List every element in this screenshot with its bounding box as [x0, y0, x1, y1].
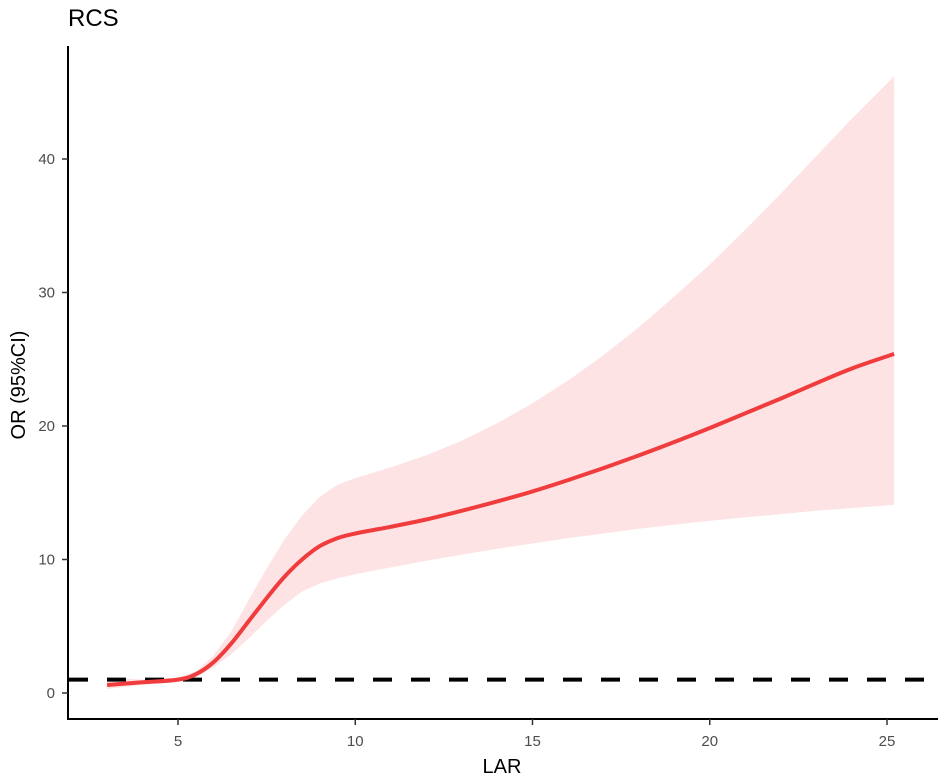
or-curve	[106, 352, 895, 687]
x-tick-label: 20	[701, 733, 718, 750]
y-axis-ticks: 0 10 20 30 40	[38, 151, 68, 702]
y-axis-title: OR (95%CI)	[8, 331, 30, 440]
y-tick-label: 0	[47, 685, 55, 702]
confidence-band	[107, 76, 895, 689]
ci-band-area	[107, 76, 895, 689]
x-tick-label: 5	[174, 733, 182, 750]
x-axis-title: LAR	[483, 756, 522, 778]
x-tick-label: 10	[347, 733, 364, 750]
x-tick-label: 15	[524, 733, 541, 750]
y-tick-label: 10	[38, 552, 55, 569]
or-curve-path	[106, 352, 895, 687]
y-tick-label: 30	[38, 285, 55, 302]
x-axis-ticks: 5 10 15 20 25	[174, 719, 896, 750]
plot-title: RCS	[68, 5, 119, 32]
y-tick-label: 40	[38, 151, 55, 168]
y-tick-label: 20	[38, 418, 55, 435]
x-tick-label: 25	[879, 733, 896, 750]
